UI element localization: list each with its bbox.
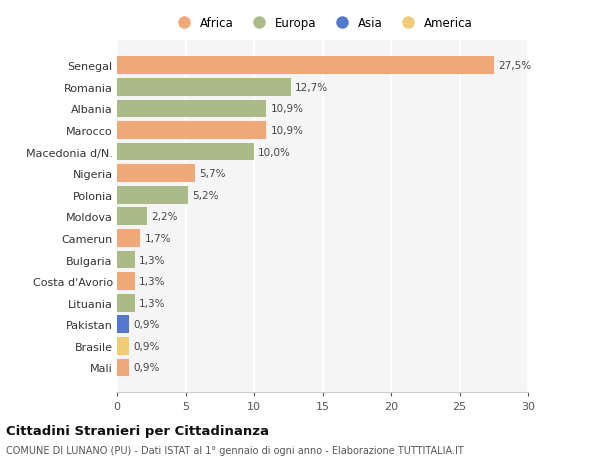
Text: 10,9%: 10,9% — [271, 104, 304, 114]
Text: 2,2%: 2,2% — [151, 212, 178, 222]
Text: Cittadini Stranieri per Cittadinanza: Cittadini Stranieri per Cittadinanza — [6, 424, 269, 437]
Text: 1,3%: 1,3% — [139, 255, 166, 265]
Bar — [117, 230, 140, 247]
Text: COMUNE DI LUNANO (PU) - Dati ISTAT al 1° gennaio di ogni anno - Elaborazione TUT: COMUNE DI LUNANO (PU) - Dati ISTAT al 1°… — [6, 446, 464, 455]
Text: 5,7%: 5,7% — [199, 169, 226, 179]
Bar — [117, 294, 135, 312]
Bar — [117, 208, 147, 226]
Text: 5,2%: 5,2% — [193, 190, 219, 200]
Bar — [117, 57, 494, 75]
Text: 10,9%: 10,9% — [271, 126, 304, 136]
Bar — [117, 316, 130, 333]
Bar — [117, 165, 195, 183]
Bar — [117, 251, 135, 269]
Text: 1,7%: 1,7% — [145, 234, 171, 243]
Legend: Africa, Europa, Asia, America: Africa, Europa, Asia, America — [168, 12, 477, 34]
Bar — [117, 186, 188, 204]
Text: 0,9%: 0,9% — [133, 363, 160, 373]
Text: 1,3%: 1,3% — [139, 276, 166, 286]
Bar — [117, 101, 266, 118]
Text: 12,7%: 12,7% — [295, 83, 328, 93]
Bar — [117, 273, 135, 291]
Text: 10,0%: 10,0% — [258, 147, 291, 157]
Bar — [117, 79, 291, 96]
Text: 0,9%: 0,9% — [133, 319, 160, 330]
Text: 1,3%: 1,3% — [139, 298, 166, 308]
Bar — [117, 143, 254, 161]
Bar — [117, 122, 266, 140]
Bar — [117, 337, 130, 355]
Text: 0,9%: 0,9% — [133, 341, 160, 351]
Text: 27,5%: 27,5% — [498, 61, 531, 71]
Bar — [117, 359, 130, 376]
